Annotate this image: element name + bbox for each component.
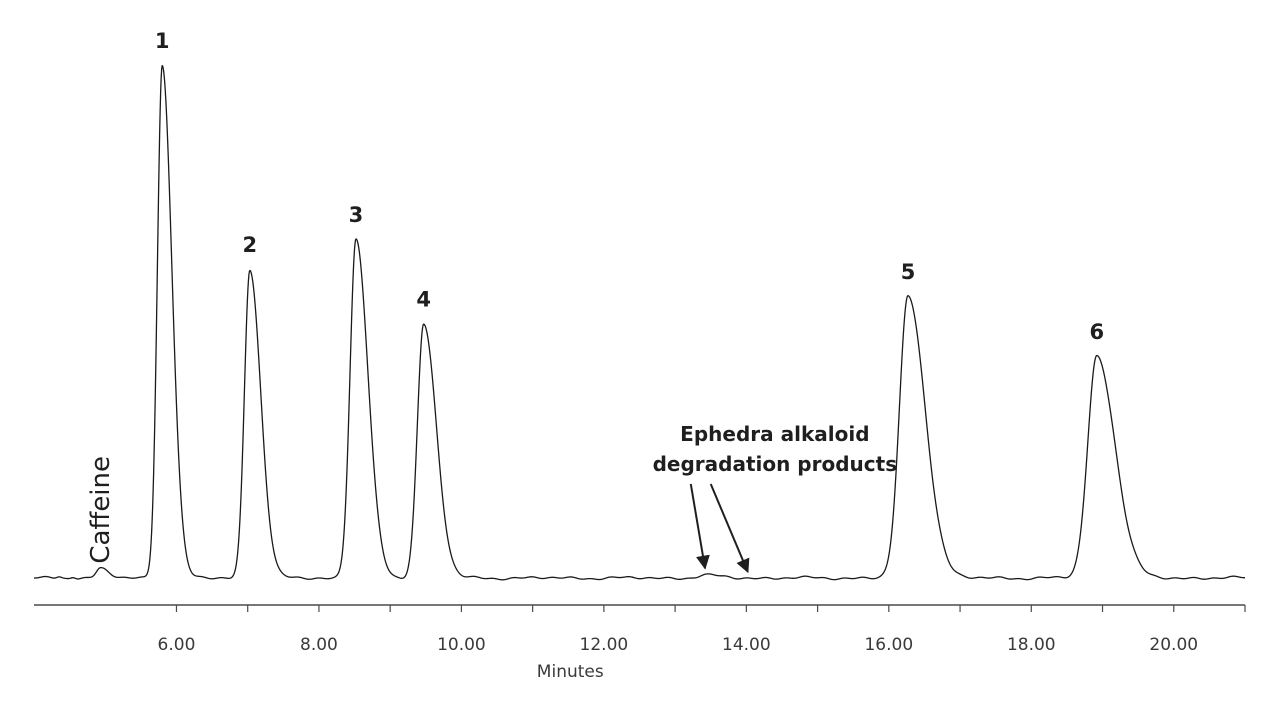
x-tick-label: 20.00 [1149,635,1198,655]
peak-label-1: 1 [155,29,170,53]
annotation-line-2: degradation products [653,452,898,476]
x-tick-label: 16.00 [864,635,913,655]
peak-labels: 1 2 3 4 5 6 Caffeine [86,29,1104,564]
x-tick-label: 18.00 [1007,635,1056,655]
annotation-arrow-1 [689,483,710,570]
peak-label-6: 6 [1090,320,1105,344]
annotation-arrow-2 [709,483,750,574]
peak-label-5: 5 [901,260,916,284]
caffeine-label: Caffeine [86,456,116,564]
peak-label-2: 2 [243,233,258,257]
x-tick-label: 10.00 [437,635,486,655]
x-tick-label: 8.00 [300,635,338,655]
x-tick-label: 12.00 [580,635,629,655]
x-tick-label: 14.00 [722,635,771,655]
x-axis-title: Minutes [537,662,604,682]
x-tick-label: 6.00 [158,635,196,655]
annotation-line-1: Ephedra alkaloid [680,422,869,446]
x-axis-ticks: 6.00 8.00 10.00 12.00 14.00 16.00 18.00 20.00 [158,605,1246,655]
peak-label-4: 4 [416,288,431,312]
x-axis: 6.00 8.00 10.00 12.00 14.00 16.00 18.00 20.00 M… [34,604,1246,682]
peak-label-3: 3 [349,203,364,227]
chromatogram-trace [33,64,1246,581]
degradation-annotation: Ephedra alkaloid degradation products [653,422,898,574]
